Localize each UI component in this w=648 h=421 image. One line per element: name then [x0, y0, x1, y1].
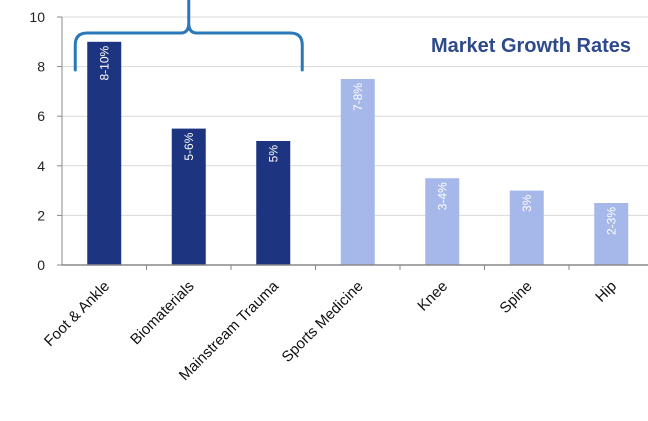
bar-data-label: 5%: [266, 145, 280, 163]
y-tick-label: 10: [29, 9, 45, 25]
x-category-label: Knee: [414, 278, 451, 315]
x-category-label: Sports Medicine: [278, 278, 366, 366]
x-category-label: Spine: [496, 278, 535, 317]
bar: [87, 41, 122, 265]
bar-data-label: 7-8%: [351, 83, 365, 111]
bar-data-label: 8-10%: [97, 45, 111, 80]
bar: [256, 141, 291, 265]
y-axis: 0 2 4 6 8 10: [29, 9, 63, 273]
y-tick-label: 8: [37, 59, 45, 75]
y-tick-label: 4: [37, 158, 45, 174]
group-bracket: [73, 0, 304, 72]
bar-data-label: 2-3%: [604, 207, 618, 235]
y-tick-label: 0: [37, 257, 45, 273]
y-tick-label: 2: [37, 207, 45, 223]
bar: [171, 128, 206, 265]
x-category-label: Biomaterials: [127, 278, 197, 348]
x-category-label: Foot & Ankle: [41, 278, 113, 350]
bars: 8-10% 5-6% 5% 7-8% 3-4% 3% 2-3%: [87, 41, 629, 265]
chart-title: Market Growth Rates: [431, 35, 631, 57]
x-category-label: Hip: [592, 278, 620, 306]
bar: [594, 203, 629, 265]
bar-data-label: 3-4%: [435, 182, 449, 210]
bar: [340, 79, 375, 265]
bar: [509, 190, 544, 265]
bar: [425, 178, 460, 265]
bar-data-label: 3%: [520, 194, 534, 212]
bar-data-label: 5-6%: [182, 132, 196, 160]
y-tick-label: 6: [37, 108, 45, 124]
